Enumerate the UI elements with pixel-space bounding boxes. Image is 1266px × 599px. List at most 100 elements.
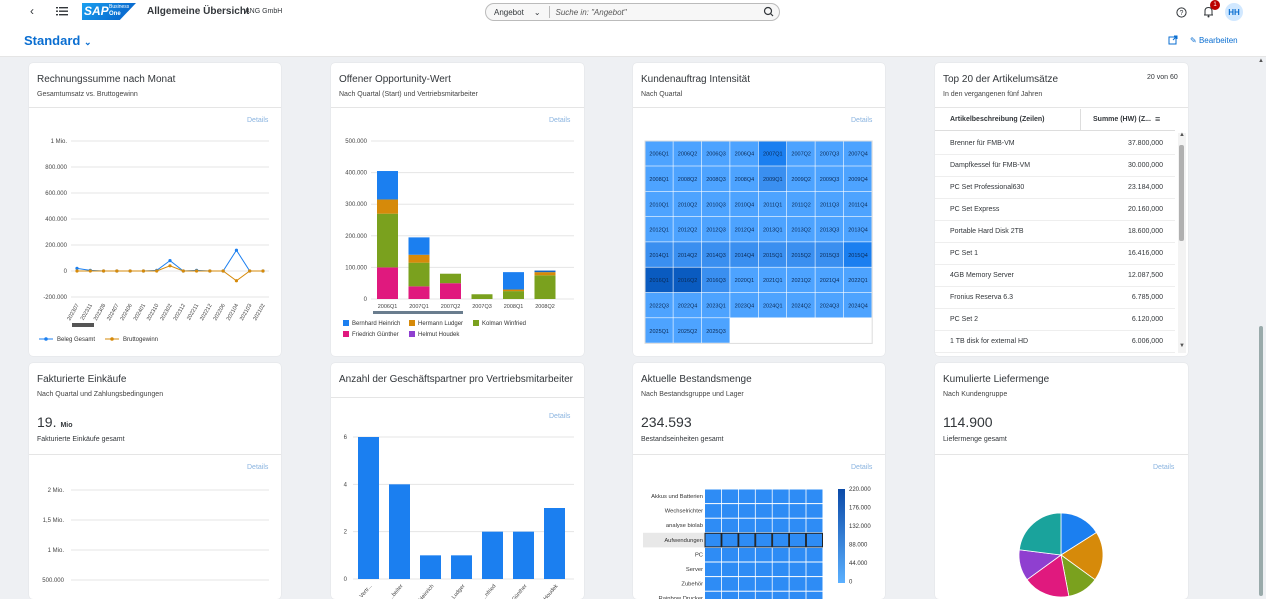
- heatmap-cell: [789, 577, 806, 591]
- search-field[interactable]: Angebot ⌄ Suche in: "Angebot": [485, 3, 780, 21]
- table-row[interactable]: 1 TB disk for external HD 6.006,000: [935, 331, 1175, 353]
- back-icon[interactable]: ‹: [30, 4, 34, 18]
- table-row[interactable]: Brenner für FMB-VM 37.800,000: [935, 133, 1175, 155]
- search-input[interactable]: Suche in: "Angebot": [555, 7, 627, 17]
- scroll-up-icon[interactable]: ▲: [1179, 132, 1185, 138]
- color-scale: [838, 489, 845, 583]
- details-link[interactable]: Details: [549, 413, 571, 420]
- data-point: [128, 269, 132, 273]
- line-chart[interactable]: 1 Mio. 800.000 600.000 400.000 200.000 0 -200.…: [29, 129, 281, 356]
- bell-icon[interactable]: [1203, 6, 1214, 18]
- bar-segment: [534, 275, 556, 299]
- heatmap-cell: [673, 216, 702, 242]
- stock-heatmap[interactable]: Akkus und Batterien Wechselrichter analyse…: [633, 478, 885, 599]
- row-label: Wechselrichter: [665, 509, 703, 515]
- data-point: [261, 269, 265, 273]
- heatmap-cell-label: 2007Q2: [791, 152, 811, 158]
- table-row[interactable]: Portable Hard Disk 2TB 18.600,000: [935, 221, 1175, 243]
- card-top-items[interactable]: Top 20 der Artikelumsätze 20 von 60 In d…: [935, 63, 1188, 356]
- heatmap-cell: [730, 191, 758, 217]
- heatmap-cell: [645, 318, 673, 343]
- table-row[interactable]: PC Set Express 20.160,000: [935, 199, 1175, 221]
- y-tick-label: 600.000: [45, 191, 67, 197]
- purchase-chart[interactable]: 2 Mio. 1,5 Mio. 1 Mio. 500.000: [29, 478, 281, 599]
- stacked-bar-chart[interactable]: 500.000 400.000 300.000 200.000 100.000 0 2006…: [331, 129, 584, 356]
- table-row[interactable]: Fronius Reserva 6.3 6.785,000: [935, 287, 1175, 309]
- filter-icon[interactable]: ≡: [1155, 114, 1161, 124]
- table-row[interactable]: PC Set 2 6.120,000: [935, 309, 1175, 331]
- card-partners-per-rep[interactable]: Anzahl der Geschäftspartner pro Vertrieb…: [331, 363, 584, 599]
- card-title: Kumulierte Liefermenge: [943, 374, 1050, 385]
- card-subtitle: Nach Quartal und Zahlungsbedingungen: [37, 391, 164, 398]
- details-link[interactable]: Details: [549, 117, 571, 124]
- divider: [935, 454, 1188, 455]
- pie-chart[interactable]: [935, 478, 1188, 599]
- details-link[interactable]: Details: [247, 117, 269, 124]
- data-point: [221, 269, 225, 273]
- details-link[interactable]: Details: [851, 117, 873, 124]
- table-scrollbar[interactable]: ▲ ▼: [1178, 132, 1186, 353]
- row-highlight: [643, 532, 705, 548]
- heatmap-cell: [806, 518, 823, 533]
- legend-swatch: [409, 320, 415, 326]
- column-header-sum[interactable]: Summe (HW) (Z...: [1093, 116, 1151, 123]
- page-scrollbar[interactable]: ▲: [1258, 58, 1264, 599]
- card-cumulative-delivery[interactable]: Kumulierte Liefermenge Nach Kundengruppe…: [935, 363, 1188, 599]
- heatmap-chart[interactable]: 2006Q1 2006Q2 2006Q3 2006Q4 2007Q1 2007Q2 2007…: [633, 129, 885, 356]
- card-order-intensity[interactable]: Kundenauftrag Intensität Nach Quartal De…: [633, 63, 885, 356]
- heatmap-cell: [815, 242, 844, 267]
- menu-icon[interactable]: [56, 5, 68, 17]
- heatmap-cell: [787, 191, 815, 217]
- details-link[interactable]: Details: [247, 464, 269, 471]
- table-row[interactable]: PC Set 1 16.416,000: [935, 243, 1175, 265]
- card-stock-quantity[interactable]: Aktuelle Bestandsmenge Nach Bestandsgrup…: [633, 363, 885, 599]
- legend-label: Bruttogewinn: [123, 337, 158, 343]
- card-subtitle: Nach Kundengruppe: [943, 391, 1008, 398]
- heatmap-cell: [645, 166, 673, 191]
- search-icon[interactable]: [759, 6, 779, 18]
- y-tick-label: 6: [344, 435, 348, 441]
- heatmap-cell: [645, 141, 673, 166]
- heatmap-cell: [645, 267, 673, 293]
- variant-selector[interactable]: Standard ⌄: [24, 33, 92, 48]
- heatmap-cell-label: 2010Q4: [735, 202, 755, 208]
- heatmap-cell-label: 2024Q1: [763, 303, 783, 309]
- column-header-description[interactable]: Artikelbeschreibung (Zeilen): [950, 116, 1045, 123]
- scroll-down-icon[interactable]: ▼: [1179, 343, 1185, 349]
- heatmap-cell: [772, 562, 789, 577]
- scroll-up-icon[interactable]: ▲: [1258, 58, 1264, 64]
- heatmap-cell: [758, 292, 787, 318]
- heatmap-cell-label: 2025Q1: [649, 329, 669, 335]
- heatmap-cell: [806, 591, 823, 599]
- heatmap-cell-label: 2012Q2: [678, 228, 698, 234]
- heatmap-cell-label: 2013Q1: [763, 228, 783, 234]
- legend-swatch: [409, 331, 415, 337]
- card-invoice-sum[interactable]: Rechnungssumme nach Monat Gesamtumsatz v…: [29, 63, 281, 356]
- kpi-label: Fakturierte Einkäufe gesamt: [37, 436, 125, 443]
- details-link[interactable]: Details: [1153, 464, 1175, 471]
- card-open-opportunity[interactable]: Offener Opportunity-Wert Nach Quartal (S…: [331, 63, 584, 356]
- data-point: [168, 264, 172, 268]
- scrollbar-thumb[interactable]: [1259, 326, 1263, 596]
- heatmap-cell: [738, 504, 755, 518]
- search-scope-select[interactable]: Angebot ⌄: [486, 6, 550, 18]
- table-row[interactable]: 4GB Memory Server 12.087,500: [935, 265, 1175, 287]
- y-tick-label: 0: [344, 577, 348, 583]
- pie-slice: [1018, 512, 1062, 556]
- share-icon[interactable]: [1168, 35, 1178, 45]
- table-row[interactable]: Dampfkessel für FMB-VM 30.000,000: [935, 155, 1175, 177]
- avatar[interactable]: HH: [1225, 3, 1243, 21]
- kpi-number: 19.: [37, 414, 57, 430]
- heatmap-cell-label: 2007Q3: [820, 152, 840, 158]
- edit-button[interactable]: ✎ Bearbeiten: [1190, 36, 1238, 45]
- sap-logo[interactable]: SAP Business One: [82, 3, 136, 20]
- cell-description: PC Set Professional630: [950, 184, 1025, 191]
- scrollbar-thumb[interactable]: [1179, 145, 1184, 241]
- help-icon[interactable]: ?: [1176, 7, 1187, 18]
- details-link[interactable]: Details: [851, 464, 873, 471]
- table-row[interactable]: PC Set Professional630 23.184,000: [935, 177, 1175, 199]
- legend-swatch: [473, 320, 479, 326]
- heatmap-cell-label: 2014Q3: [706, 253, 726, 259]
- bar-chart[interactable]: 6 4 2 0 Vertr... ...beiter Heinrich Ludger ...nf…: [331, 425, 584, 599]
- card-invoiced-purchases[interactable]: Fakturierte Einkäufe Nach Quartal und Za…: [29, 363, 281, 599]
